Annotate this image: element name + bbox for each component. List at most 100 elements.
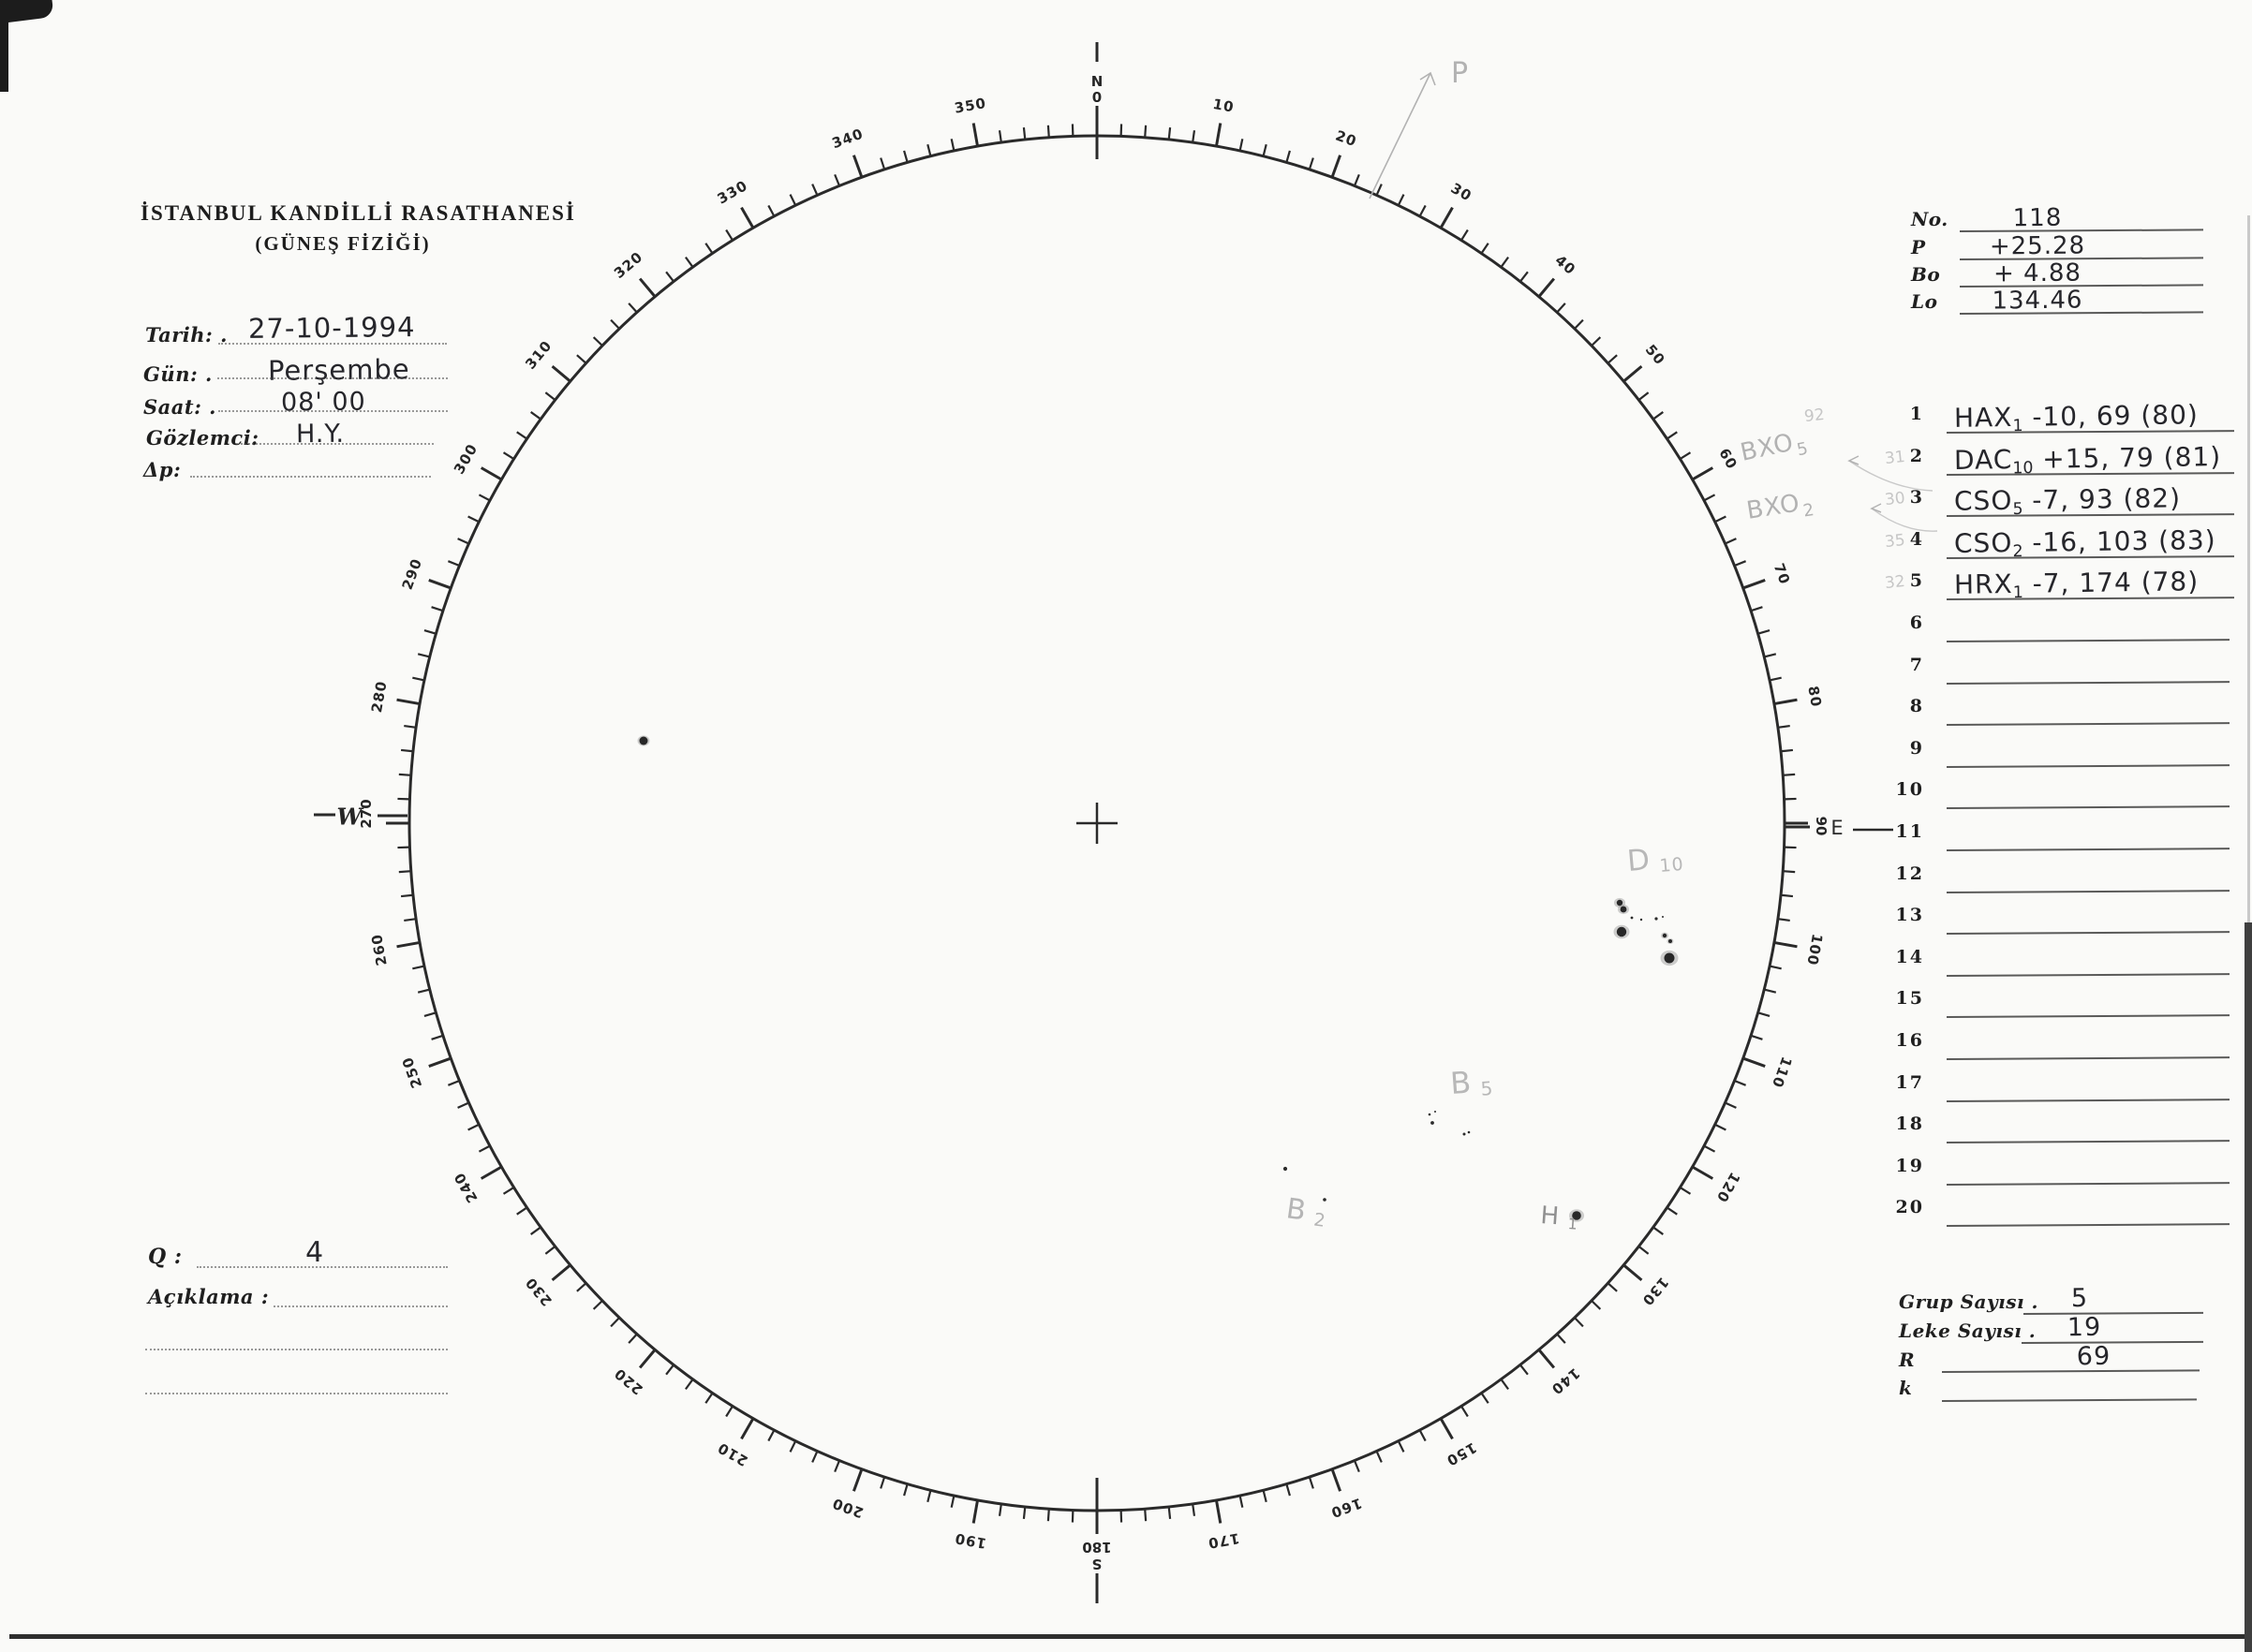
dial-tick [1714,1123,1726,1131]
dial-tick [400,893,414,898]
degree-label: 60 [1715,446,1741,473]
dial-tick [1500,1379,1509,1390]
dial-tick [1757,629,1770,635]
observation-row-number: 8 [1909,696,1924,717]
north-label: N [1091,73,1104,90]
dial-tick [1262,143,1267,157]
observation-entry: CSO2 -16, 103 (83) [1953,524,2216,562]
summary-value: 5 [2070,1283,2089,1314]
dial-tick [1214,1499,1222,1524]
field-label-p: P [1911,236,1926,258]
sunspot-group-label: D 10 [1626,840,1685,879]
dial-tick [467,515,480,524]
dial-tick [551,1263,571,1282]
dial-tick [1757,1011,1770,1017]
observation-entry-subscript: 1 [2012,583,2024,603]
dial-tick [480,1165,503,1180]
observation-row-number: 20 [1895,1197,1924,1218]
dial-tick [1666,1206,1678,1216]
dial-tick [396,698,421,706]
dial-tick [1714,515,1726,524]
dial-tick [610,318,620,330]
degree-label: 250 [399,1055,426,1090]
dial-tick [740,1417,755,1440]
dial-tick [1353,1460,1360,1473]
scan-left-edge [0,0,8,92]
degree-label: 220 [611,1364,646,1398]
sunspot [1664,952,1675,964]
p-axis-arrowhead [1419,71,1436,86]
east-label: E [1830,817,1843,839]
dial-tick [725,229,733,242]
observation-row-number: 14 [1895,946,1924,967]
observation-row-number: 10 [1895,779,1924,801]
degree-label: 80 [1804,685,1825,709]
dial-tick [417,653,431,658]
summary-label: k [1899,1377,1913,1399]
delta-p-label: Δp: [143,458,182,481]
dial-tick [1418,204,1427,217]
dial-tick [576,354,587,364]
sunspot [1662,933,1667,938]
dial-tick [926,1489,932,1503]
dial-tick [1519,271,1529,283]
dial-tick [412,676,425,682]
p-axis-label: P [1451,57,1468,90]
scan-right-edge-light [2247,215,2250,922]
sunspot [1323,1198,1326,1202]
dial-tick [576,1282,587,1292]
summary-label: Leke Sayısı . [1899,1320,2037,1342]
dial-tick [685,257,694,268]
dial-tick [998,1503,1002,1516]
dial-tick [404,724,417,729]
dial-tick [431,1034,444,1040]
dial-tick [971,1499,980,1524]
sunspot [639,736,648,745]
dial-tick [1666,431,1678,440]
sunspot [1668,939,1672,943]
saat-line [218,410,448,412]
dial-tick [457,1101,469,1109]
p-axis-arrow [1369,72,1431,199]
dial-tick [852,155,864,178]
dial-tick [592,336,603,347]
dial-tick [1308,157,1314,170]
dial-tick [1537,277,1556,298]
degree-label: 130 [1638,1274,1672,1309]
south-degree-label: 180 [1082,1539,1111,1556]
dial-tick [1439,206,1454,229]
degree-label: 150 [1444,1438,1480,1469]
degree-label: 120 [1712,1170,1743,1206]
dial-tick [1622,364,1643,383]
dial-tick [1144,125,1148,138]
degree-label: 320 [611,248,646,282]
scan-right-edge [2245,922,2252,1652]
dial-tick [1238,139,1244,152]
degree-label: 280 [368,679,391,714]
observation-row-number: 3 [1909,487,1924,509]
dial-tick [1763,988,1777,994]
observation-entry: CSO5 -7, 93 (82) [1953,482,2182,520]
dial-tick [1262,1489,1267,1503]
degree-label: 200 [830,1495,866,1522]
dial-tick [1777,918,1790,922]
dial-tick [1750,606,1763,612]
dial-tick [1144,1509,1148,1522]
dial-tick [628,302,638,314]
dial-tick [1652,411,1664,420]
dial-tick [1780,893,1794,898]
dial-tick [1763,653,1777,658]
dial-tick [1591,336,1602,347]
sunspot [1630,916,1634,920]
pencil-row-mark: 35 [1884,530,1906,552]
dial-tick [1773,698,1798,706]
sunspot [1616,926,1627,937]
dial-tick [1046,125,1050,138]
dial-tick [971,123,980,147]
dial-tick [1703,494,1716,502]
dial-tick [1285,1483,1291,1497]
